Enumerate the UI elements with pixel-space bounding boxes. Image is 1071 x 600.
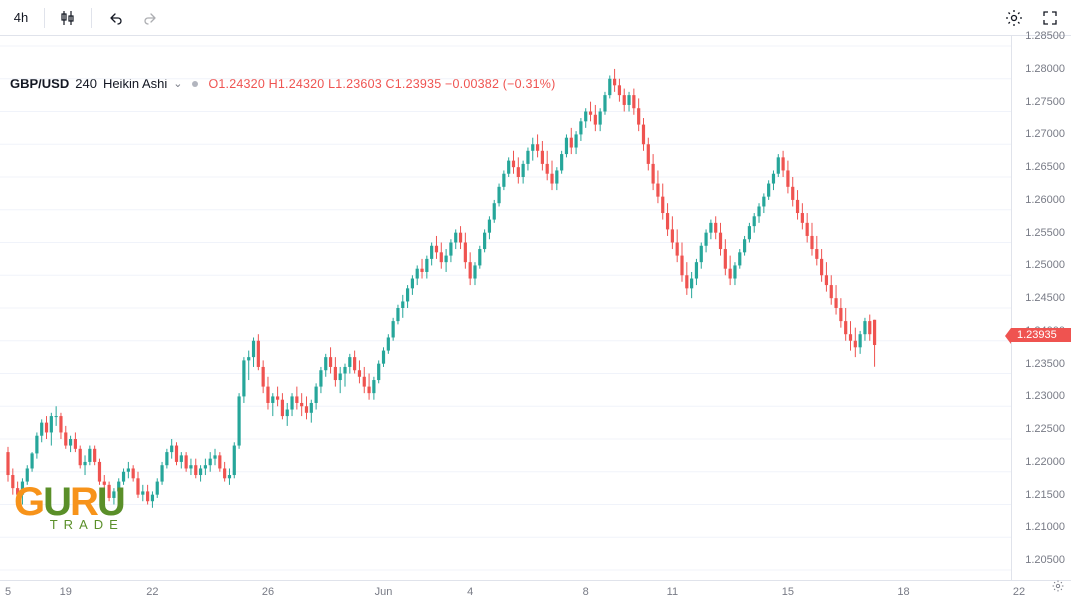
price-axis-label: 1.28000 <box>1025 63 1065 75</box>
redo-icon <box>143 10 159 26</box>
axis-settings-button[interactable] <box>1051 579 1065 598</box>
gear-icon <box>1051 579 1065 593</box>
price-axis-label: 1.22500 <box>1025 423 1065 435</box>
price-axis-label: 1.22000 <box>1025 456 1065 468</box>
gear-icon <box>1005 9 1023 27</box>
toolbar: 4h <box>0 0 1071 36</box>
price-axis-label: 1.28500 <box>1025 30 1065 42</box>
current-price-tag: 1.23935 <box>1011 328 1071 342</box>
time-axis-label: Jun <box>375 586 393 598</box>
redo-button[interactable] <box>134 4 168 32</box>
chart-style-button[interactable] <box>51 4 85 32</box>
settings-button[interactable] <box>997 4 1031 32</box>
time-axis[interactable]: 5 19 22 26 Jun 4 8 11 15 18 22 <box>0 580 1071 600</box>
time-axis-label: 8 <box>583 586 589 598</box>
price-axis-label: 1.26000 <box>1025 194 1065 206</box>
fullscreen-icon <box>1042 10 1058 26</box>
undo-button[interactable] <box>98 4 132 32</box>
price-axis-label: 1.21000 <box>1025 521 1065 533</box>
timeframe-button[interactable]: 4h <box>4 4 38 32</box>
toolbar-separator <box>44 8 45 28</box>
time-axis-label: 22 <box>1013 586 1025 598</box>
fullscreen-button[interactable] <box>1033 4 1067 32</box>
time-axis-label: 5 <box>5 586 11 598</box>
time-axis-label: 26 <box>262 586 274 598</box>
time-axis-label: 18 <box>897 586 909 598</box>
price-axis-label: 1.21500 <box>1025 489 1065 501</box>
price-axis-label: 1.20500 <box>1025 554 1065 566</box>
chart-container: GBP/USD 240 Heikin Ashi ⌄ O1.24320 H1.24… <box>0 36 1071 580</box>
toolbar-separator <box>91 8 92 28</box>
price-axis-label: 1.27000 <box>1025 128 1065 140</box>
candlestick-icon <box>59 9 77 27</box>
price-axis-label: 1.23500 <box>1025 358 1065 370</box>
time-axis-label: 4 <box>467 586 473 598</box>
time-axis-label: 22 <box>146 586 158 598</box>
price-axis[interactable]: 1.20500 1.21000 1.21500 1.22000 1.22500 1.230… <box>1011 36 1071 580</box>
price-axis-label: 1.25500 <box>1025 227 1065 239</box>
time-axis-label: 19 <box>60 586 72 598</box>
price-axis-label: 1.23000 <box>1025 390 1065 402</box>
time-axis-label: 15 <box>782 586 794 598</box>
candlestick-chart[interactable] <box>0 36 1011 580</box>
undo-icon <box>107 10 123 26</box>
price-axis-label: 1.24500 <box>1025 292 1065 304</box>
price-axis-label: 1.27500 <box>1025 96 1065 108</box>
time-axis-label: 11 <box>667 586 678 598</box>
price-axis-label: 1.25000 <box>1025 259 1065 271</box>
price-axis-label: 1.26500 <box>1025 161 1065 173</box>
